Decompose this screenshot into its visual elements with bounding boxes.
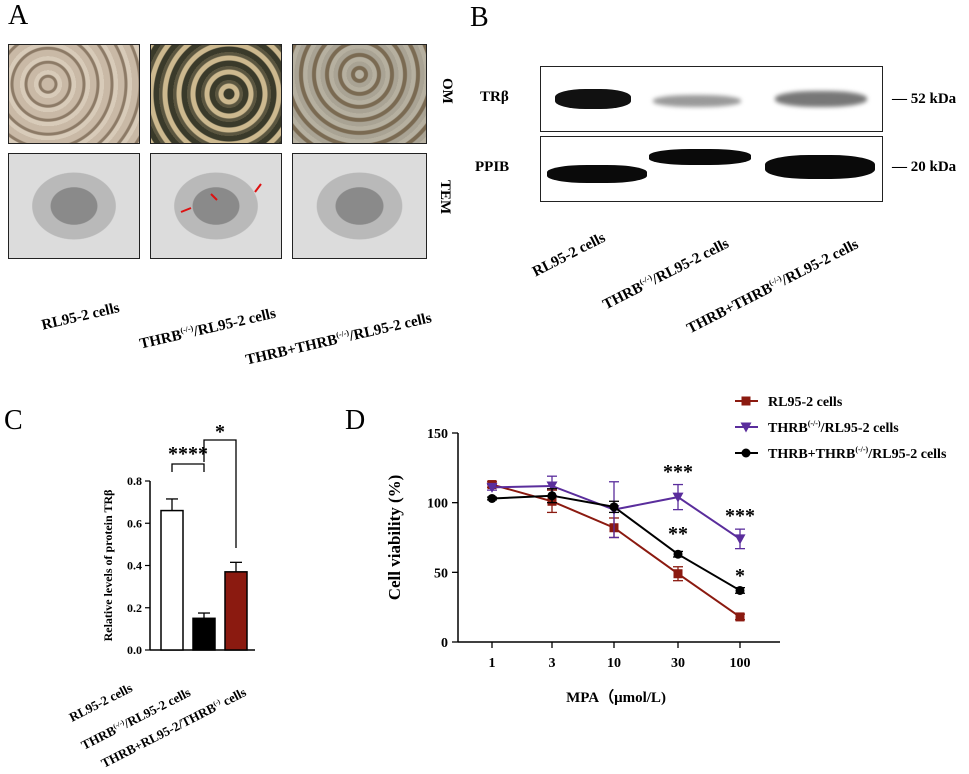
protein-label-ppib: PPIB	[475, 159, 510, 175]
panel-label-d: D	[345, 405, 366, 436]
y-tick-label: 0.4	[127, 559, 142, 573]
data-point-triangle	[486, 482, 498, 493]
y-tick-label: 100	[427, 497, 448, 512]
band-trb-lane1	[555, 89, 631, 109]
size-marker-20: — 20 kDa	[892, 159, 957, 175]
panel-label-a: A	[8, 0, 29, 31]
band-trb-lane3	[775, 91, 867, 107]
blot-lane-label-1: RL95-2 cells	[530, 229, 609, 281]
data-point-circle	[735, 585, 745, 595]
y-tick-label: 0.6	[127, 516, 142, 530]
protein-label-trb: TRβ	[480, 89, 509, 105]
x-tick-label: 1	[489, 656, 496, 671]
panel-label-c: C	[4, 405, 23, 436]
blot-ppib	[540, 136, 883, 202]
om-image-thrb-ko	[150, 44, 282, 144]
x-axis-label: MPA（μmol/L)	[566, 688, 666, 706]
data-point-circle	[487, 493, 497, 503]
tem-image-rl95	[8, 153, 140, 259]
band-ppib-lane1	[547, 165, 647, 183]
data-point-triangle	[740, 422, 752, 433]
legend-label: THRB+THRB(-/-)/RL95-2 cells	[768, 445, 947, 462]
legend-label: THRB(-/-)/RL95-2 cells	[768, 419, 899, 436]
y-tick-label: 150	[427, 427, 448, 442]
panel-a-col-label-2: THRB(-/-)/RL95-2 cells	[138, 305, 278, 353]
y-tick-label: 0.0	[127, 643, 142, 657]
data-point-circle	[609, 502, 619, 512]
panel-a-col-label-1: RL95-2 cells	[40, 300, 122, 334]
line-chart-d: 0 50 100 150 1 3 10 30 100 MPA（μmol/L) Cell viabil…	[385, 395, 947, 706]
bar	[192, 617, 216, 651]
row-label-om: OM	[439, 78, 455, 104]
data-point-square	[741, 396, 751, 406]
x-tick-label: 3	[549, 656, 556, 671]
data-point-square	[673, 569, 683, 579]
significance-bracket	[171, 463, 205, 472]
significance-label: ***	[725, 505, 755, 527]
tem-image-thrb-rescue	[292, 153, 427, 259]
y-axis-label: Cell viability (%)	[385, 475, 404, 601]
x-tick-label: 100	[730, 656, 751, 671]
significance-label: *	[735, 565, 745, 587]
legend-label: RL95-2 cells	[768, 395, 843, 410]
tem-image-thrb-ko	[150, 153, 282, 259]
band-trb-lane2	[653, 95, 741, 107]
data-point-triangle	[672, 492, 684, 503]
data-point-triangle	[546, 481, 558, 492]
y-tick-label: 50	[434, 566, 448, 581]
y-tick-label: 0	[441, 636, 448, 651]
significance-label: ****	[168, 443, 208, 465]
significance-label: **	[668, 523, 688, 545]
y-axis-label: Relative levels of protein TRβ	[101, 490, 115, 642]
data-point-circle	[673, 549, 683, 559]
panel-label-b: B	[470, 2, 489, 33]
blot-trb	[540, 66, 883, 132]
y-tick-label: 0.8	[127, 474, 142, 488]
bar	[224, 571, 248, 651]
data-point-circle	[741, 448, 751, 458]
om-image-thrb-rescue	[292, 44, 427, 144]
significance-bracket	[203, 439, 237, 548]
x-tick-label: 30	[671, 656, 685, 671]
y-tick-label: 0.2	[127, 601, 142, 615]
size-marker-52: — 52 kDa	[892, 91, 957, 107]
blot-lane-label-2: THRB(-/-)/RL95-2 cells	[600, 235, 732, 314]
x-tick-label: 10	[607, 656, 621, 671]
data-point-triangle	[734, 534, 746, 545]
data-point-square	[735, 612, 745, 622]
bar-chart-c: 0.0 0.2 0.4 0.6 0.8 Relative levels of protei…	[67, 421, 255, 771]
band-ppib-lane3	[765, 155, 875, 179]
band-ppib-lane2	[649, 149, 751, 165]
significance-label: *	[215, 421, 225, 443]
data-point-circle	[547, 491, 557, 501]
om-image-rl95	[8, 44, 140, 144]
red-arrow-markers	[180, 183, 262, 213]
bar	[160, 509, 184, 651]
row-label-tem: TEM	[437, 180, 453, 215]
significance-label: ***	[663, 461, 693, 483]
